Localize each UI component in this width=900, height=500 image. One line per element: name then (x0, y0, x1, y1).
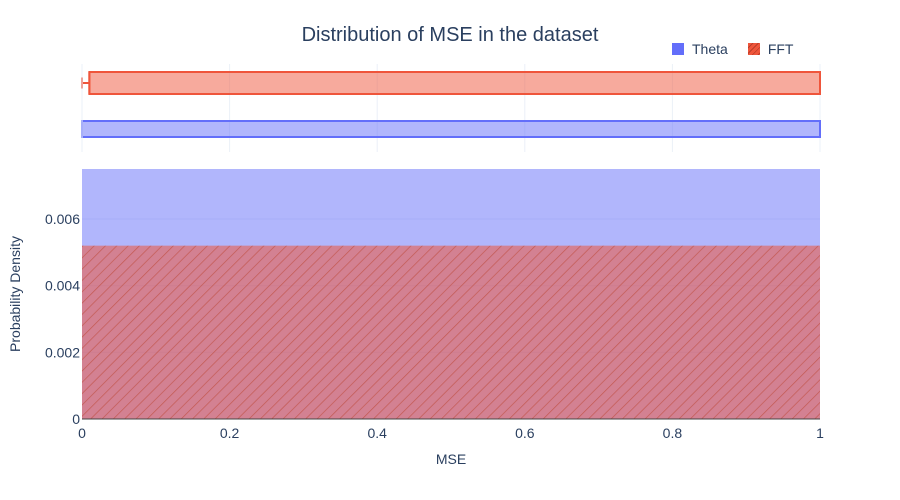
axes: 0 0.2 0.4 0.6 0.8 1 0 0.002 0.004 0.006 (45, 64, 824, 441)
x-tick-label: 1 (816, 425, 824, 441)
legend-swatch-fft (747, 43, 760, 55)
x-tick-label: 0.8 (663, 425, 683, 441)
histogram-bars (82, 169, 820, 419)
legend-item-fft[interactable]: FFT (747, 41, 794, 57)
y-axis-title: Probability Density (7, 236, 23, 352)
legend-label-fft: FFT (767, 41, 794, 57)
legend[interactable]: Theta FFT (672, 41, 813, 57)
box-fft (88, 71, 821, 95)
legend-label-theta: Theta (692, 41, 728, 57)
x-axis-title: MSE (435, 451, 467, 467)
legend-swatch-theta (672, 43, 684, 55)
y-tick-label: 0.006 (45, 211, 80, 227)
y-tick-label: 0 (72, 411, 80, 427)
x-tick-label: 0.4 (367, 425, 387, 441)
x-tick-label: 0.6 (515, 425, 535, 441)
x-tick-label: 0.2 (220, 425, 240, 441)
legend-item-theta[interactable]: Theta (672, 41, 728, 57)
histogram-bar-fft (82, 245, 820, 419)
chart-title: Distribution of MSE in the dataset (301, 24, 599, 46)
x-tick-label: 0 (78, 425, 86, 441)
box-theta (81, 120, 821, 138)
y-tick-label: 0.002 (45, 344, 80, 360)
box-plots (81, 71, 821, 138)
y-tick-label: 0.004 (45, 278, 80, 294)
